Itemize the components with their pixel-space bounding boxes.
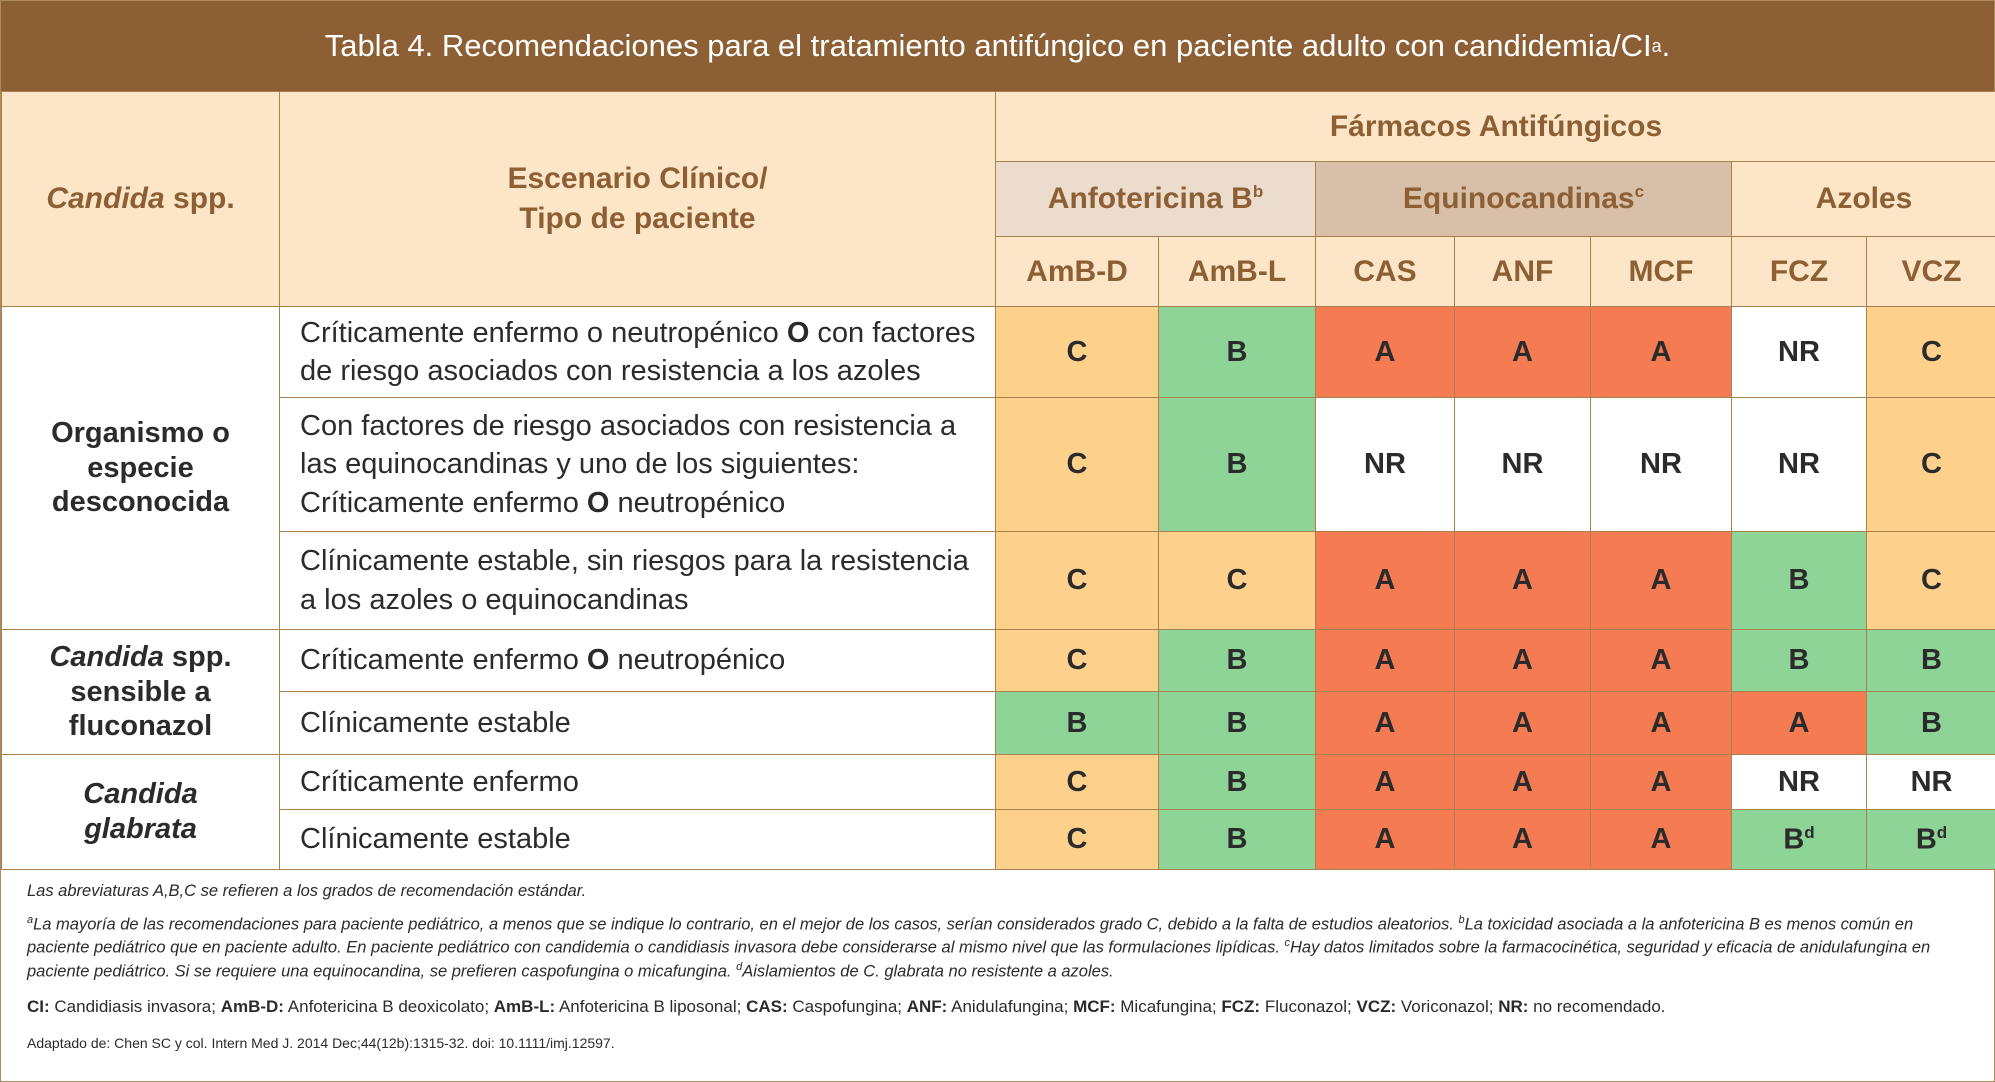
table-row: Con factores de riesgo asociados con res… xyxy=(2,397,1995,532)
table-row: Clínicamente estable, sin riesgos para l… xyxy=(2,531,1995,630)
footnotes: aLa mayoría de las recomendaciones para … xyxy=(27,914,1931,981)
grade-cell-mcf: A xyxy=(1590,809,1732,870)
grade-cell-mcf: A xyxy=(1590,531,1732,630)
grade-cell-cas: A xyxy=(1315,809,1455,870)
scenario-cell: Con factores de riesgo asociados con res… xyxy=(279,397,996,532)
grade-cell-amb-d: C xyxy=(995,397,1159,532)
grade-cell-cas: A xyxy=(1315,306,1455,398)
abbreviation-list: CI: Candidiasis invasora; AmB-D: Anfoter… xyxy=(27,996,1666,1016)
grade-cell-cas: A xyxy=(1315,754,1455,810)
header-group-echinocandins: Equinocandinasc xyxy=(1315,161,1732,237)
scenario-cell: Críticamente enfermo o neutropénico O co… xyxy=(279,306,996,398)
grade-cell-amb-d: C xyxy=(995,531,1159,630)
grade-cell-fcz: Bd xyxy=(1731,809,1867,870)
header-scenario: Escenario Clínico/Tipo de paciente xyxy=(279,91,996,307)
grade-cell-vcz: B xyxy=(1865,691,1995,755)
table-row: Candida spp. sensible a fluconazol Críticam… xyxy=(1,629,1995,755)
grade-cell-amb-d: C xyxy=(995,629,1159,692)
grade-cell-mcf: A xyxy=(1590,306,1732,398)
header-drug-cas: CAS xyxy=(1315,236,1455,307)
grade-cell-mcf: A xyxy=(1590,691,1732,755)
grade-cell-vcz: NR xyxy=(1865,754,1995,810)
grade-cell-vcz: Bd xyxy=(1865,809,1995,870)
header-drug-anf: ANF xyxy=(1454,236,1591,307)
grade-cell-vcz: C xyxy=(1865,531,1995,630)
grade-cell-anf: A xyxy=(1454,754,1591,810)
header-drug-fcz: FCZ xyxy=(1731,236,1867,307)
scenario-cell: Clínicamente estable xyxy=(279,809,996,870)
grade-cell-cas: A xyxy=(1315,531,1455,630)
source-citation: Adaptado de: Chen SC y col. Intern Med J… xyxy=(27,1034,615,1051)
grade-cell-amb-l: C xyxy=(1158,531,1316,630)
table-footer: Las abreviaturas A,B,C se refieren a los… xyxy=(1,870,1994,1051)
grade-cell-fcz: NR xyxy=(1731,397,1867,532)
organism-cell: Candida spp. sensible a fluconazol xyxy=(1,629,280,755)
grade-cell-mcf: NR xyxy=(1590,397,1732,532)
grade-cell-amb-d: C xyxy=(995,306,1159,398)
title-sup: a xyxy=(1651,35,1662,56)
grade-cell-amb-l: B xyxy=(1158,629,1316,692)
grade-cell-amb-l: B xyxy=(1158,691,1316,755)
grade-cell-anf: A xyxy=(1454,306,1591,398)
grade-cell-amb-d: B xyxy=(995,691,1159,755)
grade-cell-amb-d: C xyxy=(995,754,1159,810)
grade-cell-vcz: B xyxy=(1865,629,1995,692)
grade-cell-cas: A xyxy=(1315,629,1455,692)
table-body: Organismo o especie desconocida Críticament… xyxy=(1,306,1995,870)
table-row: Organismo o especie desconocida Críticament… xyxy=(1,306,1995,630)
organism-cell: Organismo o especie desconocida xyxy=(1,306,280,630)
grade-cell-fcz: B xyxy=(1731,531,1867,630)
table-row: Clínicamente estable B B A A A A B xyxy=(2,691,1995,755)
grade-cell-vcz: C xyxy=(1865,306,1995,398)
grade-cell-amb-l: B xyxy=(1158,397,1316,532)
grade-cell-cas: A xyxy=(1315,691,1455,755)
title-text: Tabla 4. Recomendaciones para el tratami… xyxy=(324,28,1652,63)
header-group-azoles: Azoles xyxy=(1730,161,1995,237)
grade-cell-amb-l: B xyxy=(1158,809,1316,870)
grade-cell-anf: A xyxy=(1454,809,1591,870)
grade-cell-amb-l: B xyxy=(1158,754,1316,810)
header-species: Candida spp. xyxy=(1,91,280,307)
grade-cell-anf: NR xyxy=(1454,397,1591,532)
header-group-amphotericin: Anfotericina Bb xyxy=(995,161,1316,237)
grade-cell-anf: A xyxy=(1454,531,1591,630)
header-drug-amb-d: AmB-D xyxy=(995,236,1159,307)
organism-cell: Candida glabrata xyxy=(1,754,280,870)
grade-cell-fcz: NR xyxy=(1731,754,1867,810)
scenario-cell: Clínicamente estable xyxy=(279,691,996,755)
scenario-cell: Clínicamente estable, sin riesgos para l… xyxy=(279,531,996,630)
scenario-cell: Críticamente enfermo xyxy=(279,754,996,810)
header-drugs-title: Fármacos Antifúngicos xyxy=(994,91,1995,162)
scenario-cell: Críticamente enfermo O neutropénico xyxy=(279,629,996,692)
title-end: . xyxy=(1661,28,1671,63)
footnote-abbreviations: Las abreviaturas A,B,C se refieren a los… xyxy=(27,882,587,900)
grade-cell-amb-d: C xyxy=(995,809,1159,870)
grade-cell-fcz: A xyxy=(1731,691,1867,755)
grade-cell-fcz: B xyxy=(1731,629,1867,692)
header-drug-amb-l: AmB-L xyxy=(1158,236,1316,307)
table-row: Clínicamente estable C B A A A Bd Bd xyxy=(2,809,1995,870)
grade-cell-mcf: A xyxy=(1590,629,1732,692)
grade-cell-anf: A xyxy=(1454,629,1591,692)
table-row: Candida glabrata Críticamente enfermo C B A A A… xyxy=(1,754,1995,870)
grade-cell-vcz: C xyxy=(1865,397,1995,532)
grade-cell-anf: A xyxy=(1454,691,1591,755)
recommendations-table: Candida spp. Escenario Clínico/Tipo de p… xyxy=(1,91,1995,870)
table-title: Tabla 4. Recomendaciones para el tratami… xyxy=(1,1,1994,91)
grade-cell-amb-l: B xyxy=(1158,306,1316,398)
grade-cell-fcz: NR xyxy=(1731,306,1867,398)
grade-cell-cas: NR xyxy=(1315,397,1455,532)
header-drug-vcz: VCZ xyxy=(1865,236,1995,307)
header-drug-mcf: MCF xyxy=(1590,236,1732,307)
grade-cell-mcf: A xyxy=(1590,754,1732,810)
